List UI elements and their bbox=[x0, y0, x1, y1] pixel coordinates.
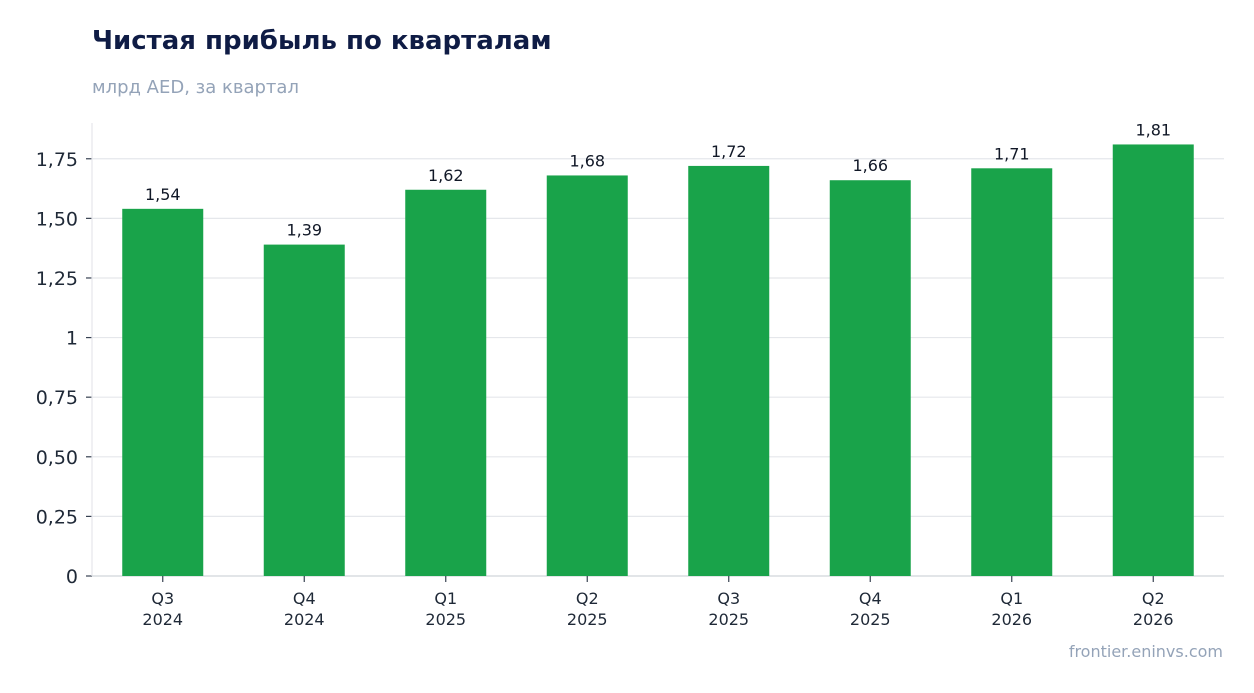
x-tick-label-year: 2025 bbox=[850, 610, 891, 629]
x-tick-label-quarter: Q3 bbox=[151, 589, 174, 608]
y-tick-label: 1,50 bbox=[36, 208, 78, 230]
x-tick-label-year: 2025 bbox=[567, 610, 608, 629]
x-tick-label-year: 2025 bbox=[708, 610, 749, 629]
label-layer: 1,54 1,39 1,62 1,68 1,72 1,66 1,71 1,81 bbox=[145, 120, 1171, 239]
bar bbox=[829, 180, 911, 576]
y-tick-label: 1,25 bbox=[36, 268, 78, 290]
x-tick-label-quarter: Q3 bbox=[717, 589, 740, 608]
bar bbox=[546, 175, 628, 576]
bar bbox=[263, 244, 345, 577]
x-tick-label-quarter: Q2 bbox=[576, 589, 599, 608]
bar bbox=[971, 168, 1053, 577]
chart-subtitle: млрд AED, за квартал bbox=[92, 77, 299, 98]
bar-value-label: 1,71 bbox=[994, 144, 1030, 163]
bar-value-label: 1,62 bbox=[428, 166, 464, 185]
bar-value-label: 1,39 bbox=[286, 221, 322, 240]
bar bbox=[688, 165, 770, 577]
bar bbox=[122, 208, 204, 576]
y-tick-label: 0,75 bbox=[36, 387, 78, 409]
x-tick-label-year: 2026 bbox=[1133, 610, 1174, 629]
bar-value-label: 1,66 bbox=[852, 156, 888, 175]
x-tick-label-quarter: Q2 bbox=[1142, 589, 1165, 608]
x-tick-label-year: 2026 bbox=[991, 610, 1032, 629]
bar bbox=[1112, 144, 1194, 577]
x-tick-label-year: 2024 bbox=[284, 610, 325, 629]
x-tick-label-quarter: Q1 bbox=[434, 589, 457, 608]
bar-value-label: 1,54 bbox=[145, 185, 181, 204]
axis-layer: 0 0,25 0,50 0,75 1 1,25 1,50 1,75 Q3 2024 Q4 2024 Q1… bbox=[36, 123, 1224, 629]
bar-layer bbox=[122, 144, 1194, 577]
y-tick-label: 1,75 bbox=[36, 149, 78, 171]
y-tick-label: 0,50 bbox=[36, 447, 78, 469]
grid-layer bbox=[92, 158, 1224, 517]
chart-title: Чистая прибыль по кварталам bbox=[92, 26, 552, 56]
y-tick-label: 1 bbox=[66, 328, 78, 350]
bar-value-label: 1,81 bbox=[1135, 120, 1171, 139]
x-tick-label-quarter: Q4 bbox=[293, 589, 316, 608]
source-credit: frontier.eninvs.com bbox=[1068, 642, 1223, 661]
y-tick-label: 0,25 bbox=[36, 506, 78, 528]
x-tick-label-year: 2025 bbox=[425, 610, 466, 629]
bar-value-label: 1,72 bbox=[711, 142, 747, 161]
bar-value-label: 1,68 bbox=[569, 151, 605, 170]
x-tick-label-quarter: Q1 bbox=[1000, 589, 1023, 608]
x-tick-label-quarter: Q4 bbox=[859, 589, 882, 608]
bar bbox=[405, 189, 487, 577]
y-tick-label: 0 bbox=[66, 566, 78, 588]
x-tick-label-year: 2024 bbox=[142, 610, 183, 629]
